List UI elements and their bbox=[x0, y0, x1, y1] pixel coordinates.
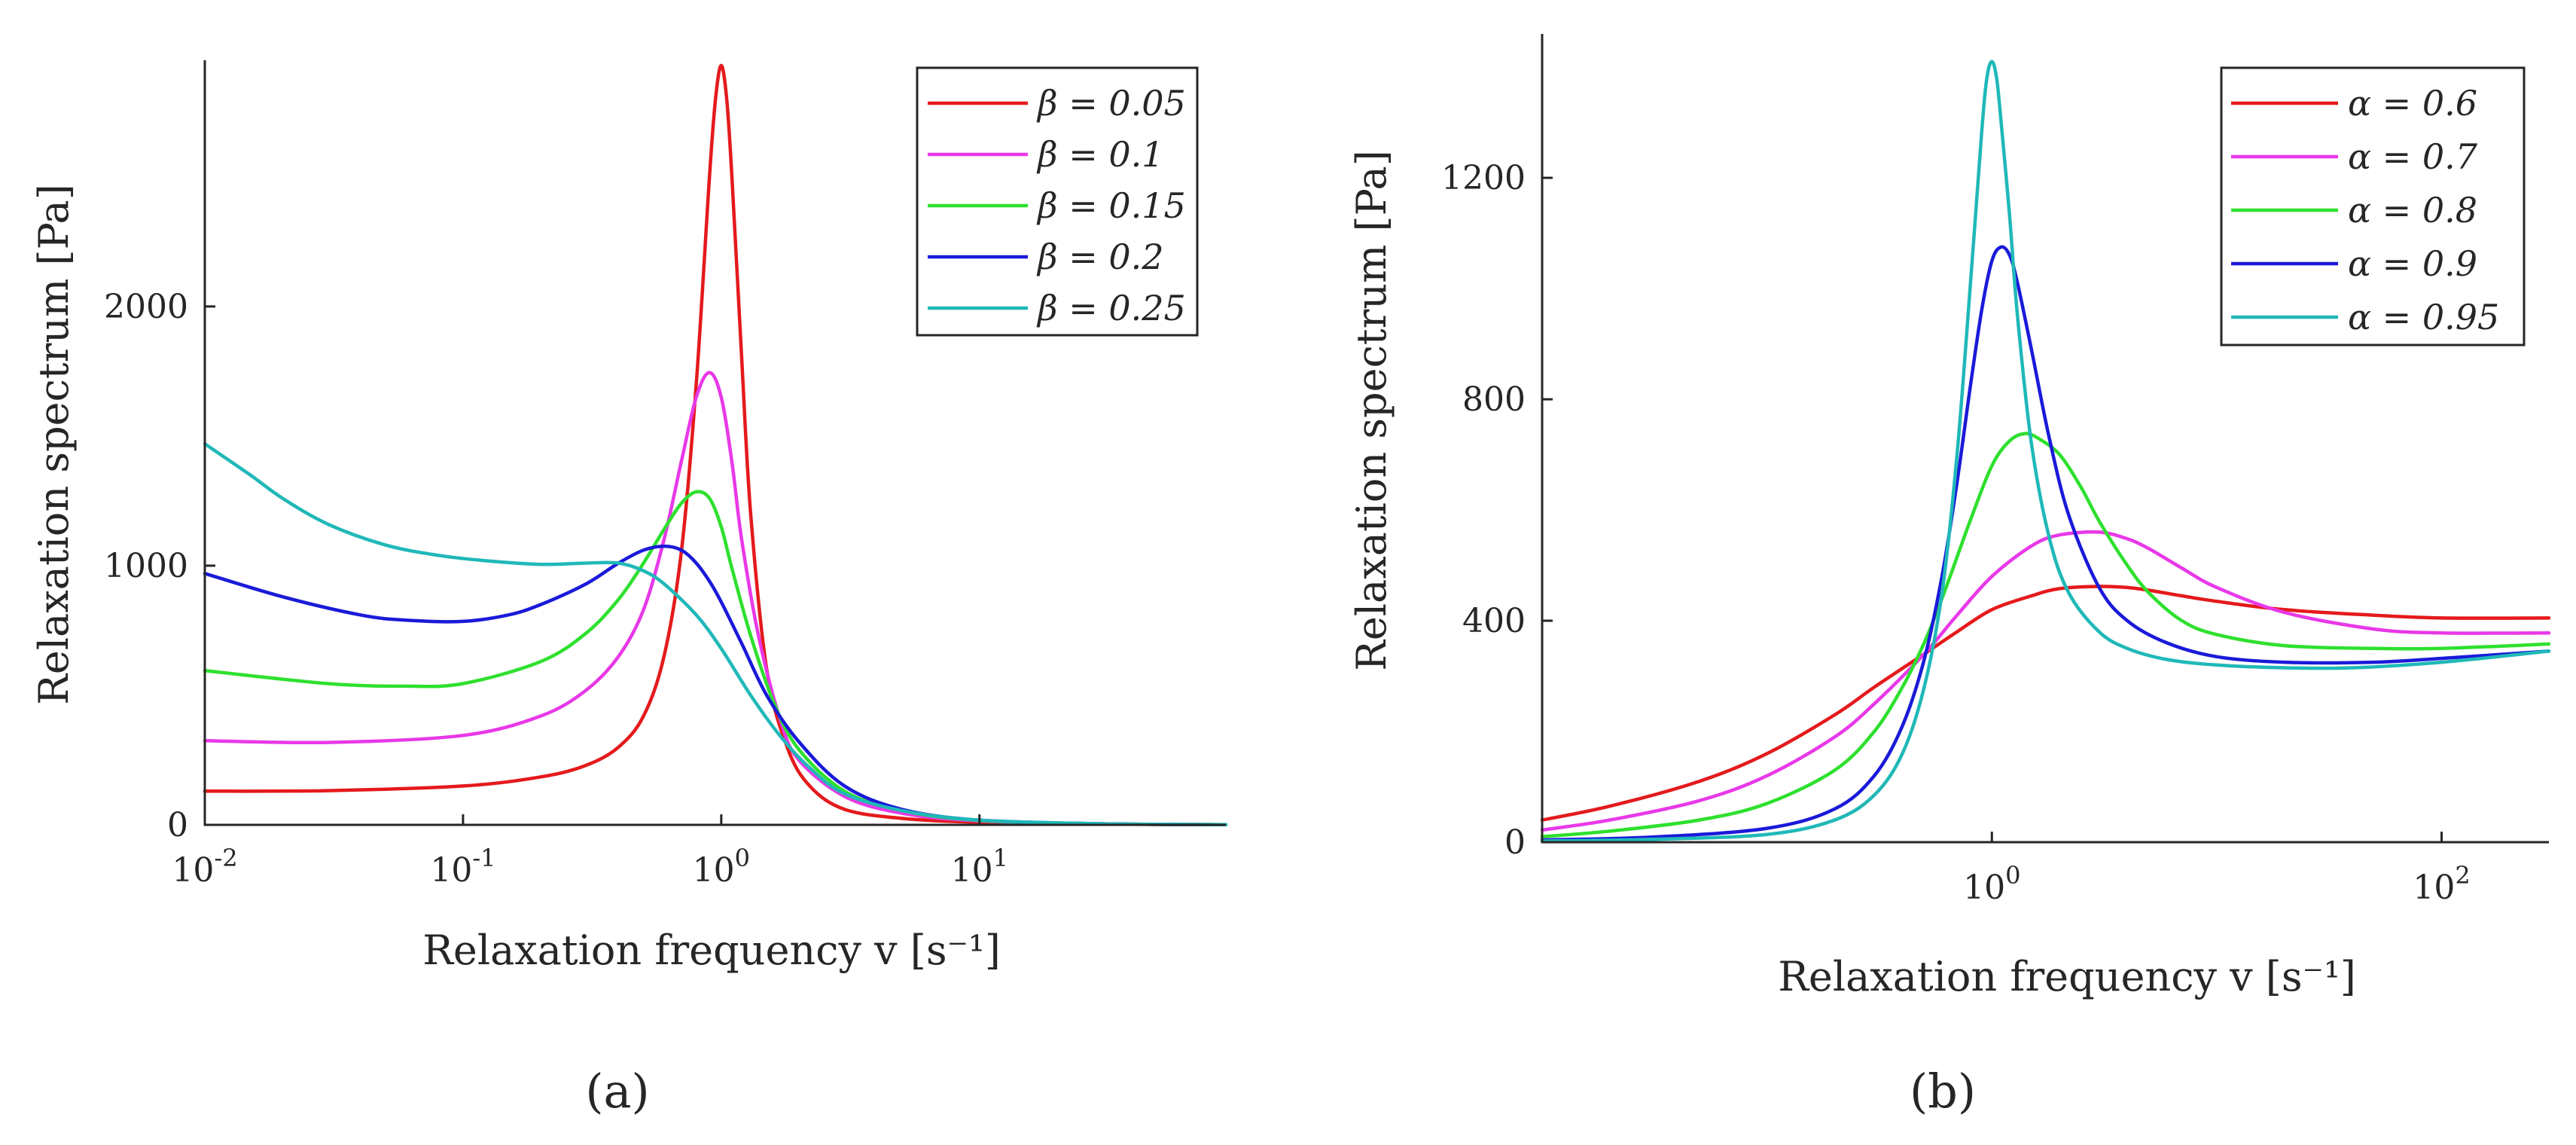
y-tick-label: 800 bbox=[1462, 380, 1526, 419]
legend-box bbox=[916, 66, 1199, 337]
y-tick-label: 1000 bbox=[104, 547, 188, 585]
legend-entry-3: α = 0.8 bbox=[2348, 190, 2477, 231]
x-tick-label: 100 bbox=[1963, 861, 2020, 907]
legend-entry-4: β = 0.2 bbox=[1036, 237, 1164, 277]
panel-b-series-group bbox=[1540, 60, 2551, 843]
x-tick-label: 100 bbox=[693, 844, 750, 890]
series-line-1 bbox=[1540, 585, 2551, 822]
series-line-4 bbox=[1540, 245, 2551, 842]
y-tick-label: 1200 bbox=[1441, 159, 1526, 197]
panel-a-label: (a) bbox=[585, 1064, 649, 1119]
panel-a-series-group bbox=[203, 63, 1228, 826]
series-line-5 bbox=[203, 441, 1228, 826]
legend-entry-2: β = 0.1 bbox=[1036, 134, 1164, 175]
legend-entry-1: α = 0.6 bbox=[2348, 83, 2477, 124]
series-line-2 bbox=[1540, 530, 2551, 832]
series-line-3 bbox=[203, 490, 1228, 826]
x-tick-label: 102 bbox=[2413, 861, 2470, 907]
series-line-5 bbox=[1540, 60, 2551, 843]
panel-a-x-axis-label: Relaxation frequency v [s⁻¹] bbox=[422, 927, 1001, 974]
series-line-2 bbox=[203, 371, 1228, 826]
legend-entry-5: β = 0.25 bbox=[1036, 288, 1186, 328]
y-tick-label: 0 bbox=[1504, 823, 1526, 862]
series-line-1 bbox=[203, 63, 1228, 826]
panel-a-ticks: 10-2 10-1 100 101 0 1000 2000 bbox=[104, 288, 1008, 890]
panel-b-legend: α = 0.6 α = 0.7 α = 0.8 α = 0.9 α = 0.95 bbox=[2220, 66, 2526, 347]
panel-a-legend: β = 0.05 β = 0.1 β = 0.15 β = 0.2 β = 0.25 bbox=[916, 66, 1199, 337]
legend-entry-2: α = 0.7 bbox=[2348, 136, 2478, 177]
x-tick-label: 10-2 bbox=[172, 844, 237, 890]
chart-panel-a: 10-2 10-1 100 101 0 1000 2000 Relaxation frequ… bbox=[30, 60, 1228, 1119]
series-line-3 bbox=[1540, 432, 2551, 838]
panel-b-label: (b) bbox=[1910, 1064, 1976, 1119]
panel-b-x-axis-label: Relaxation frequency v [s⁻¹] bbox=[1778, 953, 2356, 1000]
legend-entry-1: β = 0.05 bbox=[1036, 83, 1186, 124]
panel-a-y-axis-label: Relaxation spectrum [Pa] bbox=[30, 184, 78, 705]
legend-entry-5: α = 0.95 bbox=[2348, 297, 2499, 337]
x-tick-label: 101 bbox=[951, 844, 1008, 890]
y-tick-label: 0 bbox=[167, 806, 188, 844]
legend-entry-3: β = 0.15 bbox=[1036, 185, 1186, 226]
y-tick-label: 400 bbox=[1462, 602, 1526, 640]
chart-panel-b: 100 102 0 400 800 1200 Relaxation frequency v… bbox=[1348, 34, 2551, 1119]
x-tick-label: 10-1 bbox=[430, 844, 495, 890]
legend-box bbox=[2220, 66, 2526, 347]
y-tick-label: 2000 bbox=[104, 288, 188, 326]
panel-b-y-axis-label: Relaxation spectrum [Pa] bbox=[1348, 150, 1395, 671]
legend-entry-4: α = 0.9 bbox=[2348, 243, 2477, 284]
panel-b-ticks: 100 102 0 400 800 1200 bbox=[1441, 159, 2471, 907]
